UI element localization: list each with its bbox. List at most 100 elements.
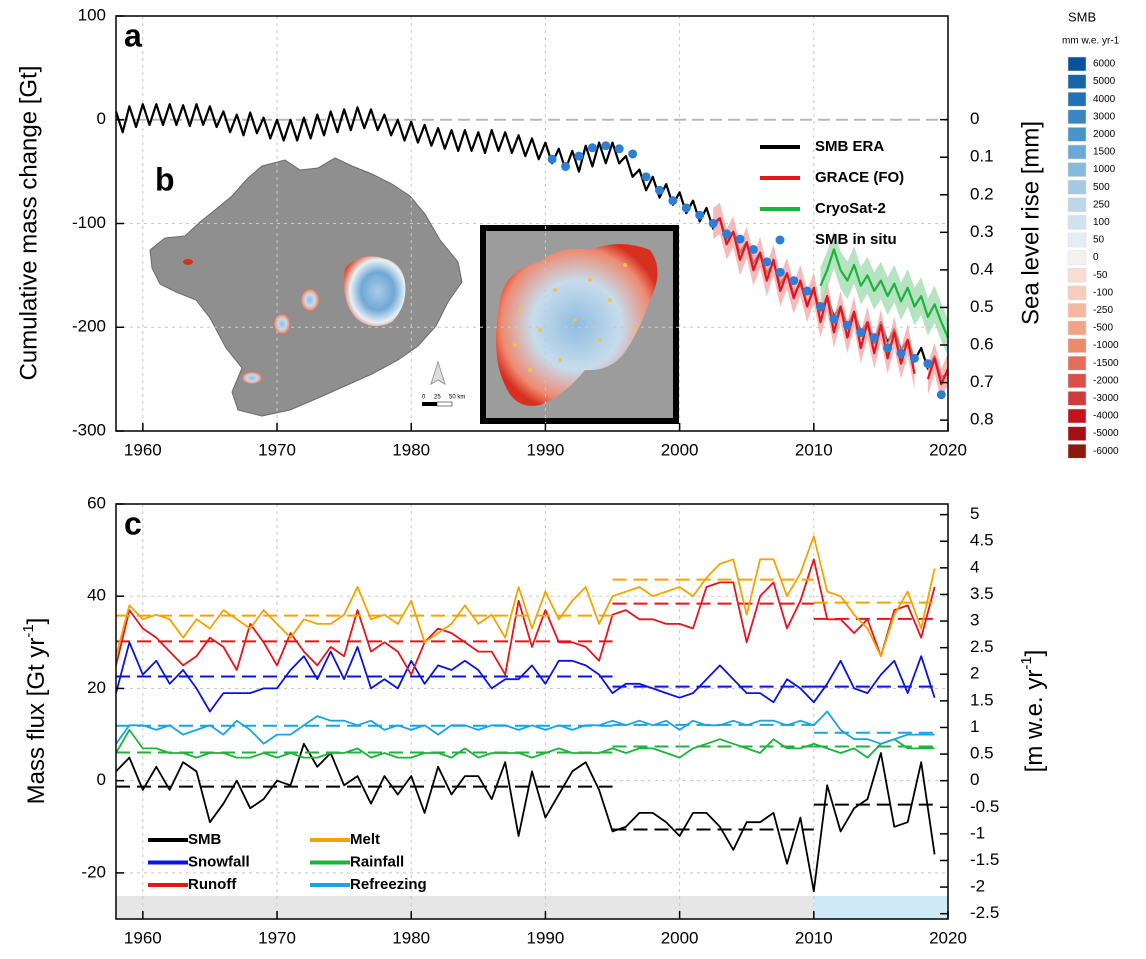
colorbar-swatch: [1067, 426, 1087, 441]
legend-label: Runoff: [188, 876, 237, 893]
data-point: [762, 257, 772, 267]
panel-letter: b: [155, 161, 175, 197]
data-point: [628, 149, 638, 159]
colorbar-swatch: [1067, 232, 1087, 248]
colorbar-label: 1000: [1093, 164, 1116, 175]
scale-label: 50 km: [449, 395, 465, 401]
data-line: [819, 248, 948, 339]
data-point: [641, 172, 651, 182]
data-point: [842, 320, 852, 330]
y2-tick-label: -1: [970, 823, 985, 842]
x-tick-label: 1980: [392, 928, 430, 947]
colorbar-label: 500: [1093, 182, 1110, 193]
x-tick-label: 1970: [258, 440, 296, 459]
y2-axis-title-sup: -1: [1018, 656, 1035, 669]
y2-tick-label: 0.7: [970, 372, 994, 391]
colorbar-label: 100: [1093, 217, 1110, 228]
plot-area: [116, 504, 948, 919]
x-tick-label: 1970: [258, 928, 296, 947]
ice-cap: [274, 314, 290, 334]
x-tick-label: 1960: [124, 928, 162, 947]
colorbar-swatch: [1067, 250, 1087, 265]
legend-label: Snowfall: [188, 853, 250, 870]
data-point: [896, 348, 906, 358]
data-point: [587, 143, 597, 153]
colorbar-label: 4000: [1093, 94, 1116, 105]
legend-label: SMB ERA: [815, 138, 884, 155]
panel-letter: c: [124, 505, 142, 541]
colorbar-label: -1500: [1093, 358, 1119, 369]
y2-tick-label: 0.5: [970, 297, 994, 316]
colorbar-title: SMB: [1068, 9, 1096, 24]
data-point: [883, 343, 893, 353]
colorbar-swatch: [1067, 408, 1087, 424]
y-tick-label: -200: [72, 317, 106, 336]
y-axis-title: Cumulative mass change [Gt]: [15, 66, 42, 381]
y-axis-title: Mass flux [Gt yr-1]: [20, 618, 50, 805]
data-point: [829, 314, 839, 324]
y2-tick-label: -2.5: [970, 903, 999, 922]
data-point: [547, 154, 557, 164]
period-shading: [116, 895, 814, 919]
data-line: [116, 641, 936, 713]
colorbar-label: -250: [1093, 305, 1113, 316]
data-point: [816, 302, 826, 311]
y-tick-label: 0: [97, 770, 106, 789]
colorbar-label: -6000: [1093, 446, 1119, 457]
y2-tick-label: 1.5: [970, 690, 994, 709]
ice-cap: [301, 289, 319, 311]
data-point: [789, 276, 799, 286]
data-point: [936, 390, 946, 400]
y2-tick-label: 0.6: [970, 334, 994, 353]
x-tick-label: 2020: [929, 440, 967, 459]
colorbar-label: 5000: [1093, 76, 1116, 87]
data-point: [909, 353, 919, 363]
data-point: [601, 141, 611, 151]
plot-frame: [115, 503, 949, 920]
x-tick-label: 2010: [795, 928, 833, 947]
colorbar-label: -500: [1093, 323, 1113, 334]
y-tick-label: 100: [78, 5, 106, 24]
y-tick-label: 20: [87, 678, 106, 697]
colorbar-swatch: [1067, 179, 1087, 195]
data-line: [116, 742, 936, 893]
north-arrow: [430, 360, 446, 386]
colorbar-swatch: [1067, 56, 1087, 72]
data-point: [735, 234, 745, 244]
data-point: [561, 161, 571, 171]
legend-marker: [775, 235, 785, 245]
y-tick-label: 60: [87, 493, 106, 512]
y2-tick-label: 0.5: [970, 744, 994, 763]
colorbar-label: -100: [1093, 287, 1113, 298]
legend-label: Rainfall: [350, 853, 404, 870]
colorbar-label: 1500: [1093, 147, 1116, 158]
colorbar-swatch: [1067, 197, 1087, 213]
y2-tick-label: 0: [970, 109, 979, 128]
y2-axis-title: [m w.e. yr-1]: [1018, 650, 1048, 773]
data-point: [614, 144, 624, 154]
colorbar-swatch: [1067, 320, 1087, 336]
legend-label: GRACE (FO): [815, 169, 904, 186]
plot-area: [116, 16, 948, 431]
y2-axis-title-part: [m w.e. yr: [1021, 670, 1048, 773]
y2-tick-label: 0.2: [970, 184, 994, 203]
stake-points: [513, 263, 637, 372]
colorbar-swatch: [1067, 91, 1087, 107]
colorbar-swatch: [1067, 162, 1087, 177]
legend-label: SMB in situ: [815, 231, 897, 248]
y2-tick-label: 0.4: [970, 259, 994, 278]
y2-tick-label: 3.5: [970, 584, 994, 603]
y2-tick-label: 0.1: [970, 147, 994, 166]
uncertainty-band: [820, 230, 948, 357]
x-tick-label: 2020: [929, 928, 967, 947]
period-shading: [813, 895, 948, 919]
colorbar-label: 2000: [1093, 129, 1116, 140]
data-point: [695, 210, 705, 220]
data-point: [748, 244, 758, 254]
colorbar-swatch: [1067, 443, 1087, 459]
y-axis-title-part: ]: [23, 618, 50, 625]
y2-tick-label: 4: [970, 557, 979, 576]
data-point: [856, 327, 866, 337]
data-point: [722, 229, 732, 239]
